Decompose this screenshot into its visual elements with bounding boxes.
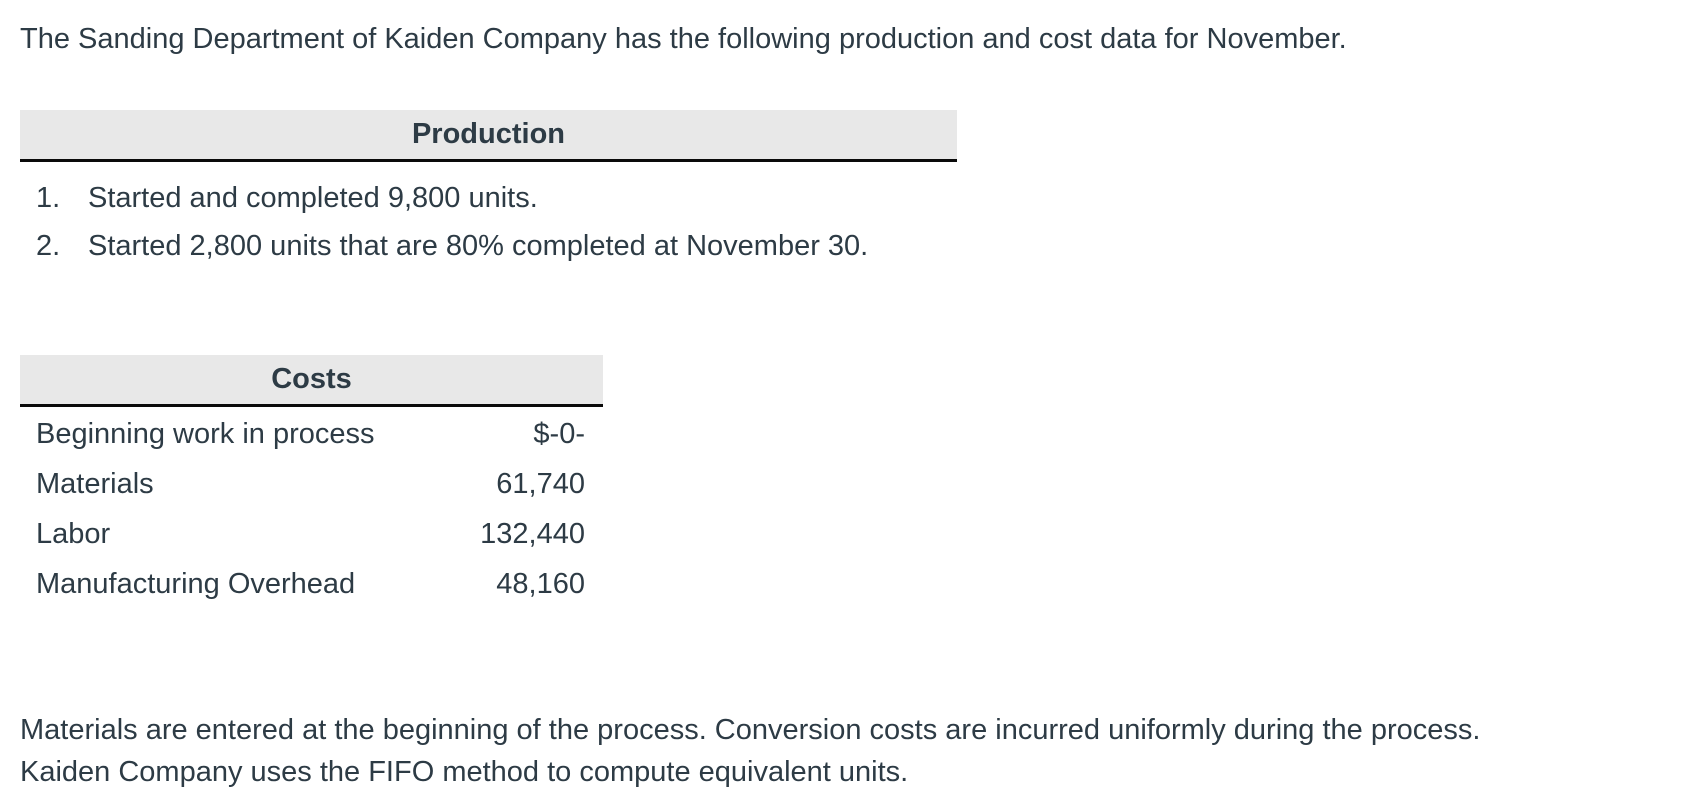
footer-line: Kaiden Company uses the FIFO method to c… bbox=[20, 756, 909, 788]
footer-line: Materials are entered at the beginning o… bbox=[20, 714, 1481, 746]
production-item: 2. Started 2,800 units that are 80% comp… bbox=[20, 222, 1666, 270]
production-header: Production bbox=[20, 110, 957, 162]
production-title: Production bbox=[411, 118, 566, 150]
table-row: Materials 61,740 bbox=[20, 459, 603, 509]
cost-row-value: $-0- bbox=[533, 417, 585, 450]
cost-row-label: Beginning work in process bbox=[36, 417, 375, 450]
intro-text: The Sanding Department of Kaiden Company… bbox=[20, 23, 1347, 55]
production-table: Production bbox=[20, 110, 957, 162]
costs-header: Costs bbox=[20, 355, 603, 407]
production-item: 1. Started and completed 9,800 units. bbox=[20, 174, 1666, 222]
list-item-number: 1. bbox=[36, 181, 61, 214]
footer-note: Materials are entered at the beginning o… bbox=[20, 709, 1666, 793]
cost-row-value: 48,160 bbox=[496, 567, 585, 600]
cost-row-label: Materials bbox=[36, 467, 154, 500]
costs-table: Costs Beginning work in process $-0- Mat… bbox=[20, 355, 603, 609]
production-list: 1. Started and completed 9,800 units. 2.… bbox=[20, 174, 1666, 270]
cost-row-label: Labor bbox=[36, 517, 111, 550]
list-item-text: Started and completed 9,800 units. bbox=[88, 181, 538, 214]
table-row: Beginning work in process $-0- bbox=[20, 409, 603, 459]
costs-rows: Beginning work in process $-0- Materials… bbox=[20, 409, 603, 609]
list-item-number: 2. bbox=[36, 229, 61, 262]
cost-row-label: Manufacturing Overhead bbox=[36, 567, 356, 600]
cost-row-value: 61,740 bbox=[496, 467, 585, 500]
cost-row-value: 132,440 bbox=[480, 517, 585, 550]
table-row: Labor 132,440 bbox=[20, 509, 603, 559]
list-item-text: Started 2,800 units that are 80% complet… bbox=[88, 229, 869, 262]
table-row: Manufacturing Overhead 48,160 bbox=[20, 559, 603, 609]
costs-title: Costs bbox=[271, 363, 352, 395]
